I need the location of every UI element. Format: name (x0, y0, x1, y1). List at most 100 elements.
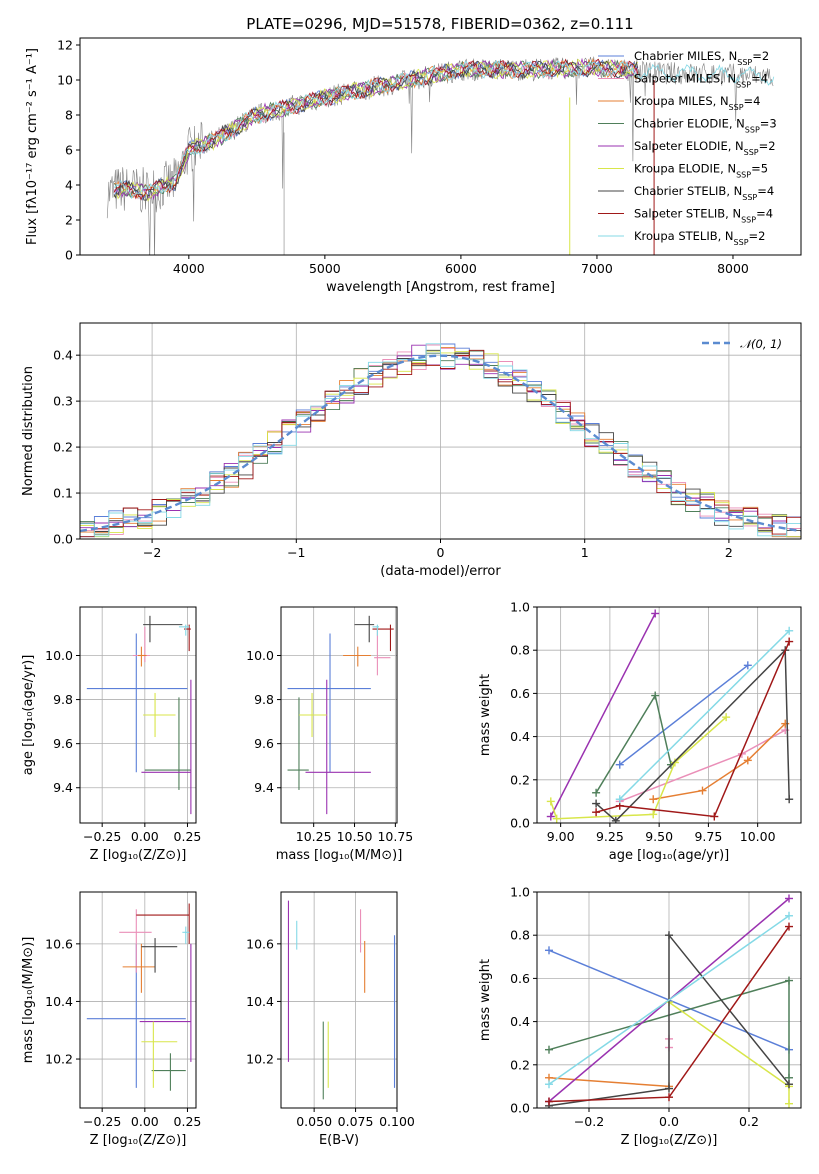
y-tick-label: 0.6 (510, 971, 530, 986)
plot-area (80, 343, 801, 538)
legend-label: Salpeter STELIB, NSSP=4 (634, 207, 773, 225)
y-tick-label: 10 (57, 73, 73, 88)
x-axis-label: wavelength [Angstrom, rest frame] (326, 280, 555, 295)
y-tick-label: 9.4 (53, 780, 73, 795)
x-tick-label: 10.00 (740, 829, 776, 844)
y-tick-label: 12 (57, 38, 73, 53)
series-line (668, 1001, 790, 1104)
y-tick-label: 4 (65, 178, 73, 193)
y-tick-label: 0 (65, 248, 73, 263)
y-tick-label: 9.8 (254, 692, 274, 707)
y-tick-label: 0.0 (53, 532, 73, 547)
figure-title: PLATE=0296, MJD=51578, FIBERID=0362, z=0… (246, 15, 633, 33)
x-tick-label: −1 (287, 545, 305, 560)
axes-frame (79, 37, 802, 256)
legend-label: 𝒩(0, 1) (740, 337, 782, 351)
y-tick-label: 0.2 (510, 1057, 530, 1072)
plot-area (86, 615, 192, 815)
y-axis-label: mass weight (478, 674, 493, 756)
y-tick-label: 1.0 (510, 885, 530, 900)
legend-label-name: Salpeter STELIB, N (634, 207, 741, 221)
x-axis-label: age [log₁₀(age/yr)] (609, 848, 730, 863)
series-line (548, 1077, 670, 1088)
y-tick-label: 10.2 (246, 1052, 274, 1067)
axes-residuals: −2 −1 0 1 2 0.0 0.1 0.2 0.3 0.4 (data-model)/error… (21, 322, 802, 579)
axes-mass_weight_vs_age: 9.00 9.25 9.50 9.75 10.00 0.0 0.2 0.4 0.6 0.8 1.0 a… (478, 600, 802, 863)
y-tick-label: 8 (65, 108, 73, 123)
legend-label-subscript: SSP (734, 238, 749, 247)
y-tick-label: 10.2 (45, 1052, 73, 1067)
legend-label-value: =3 (760, 117, 777, 131)
y-tick-label: 9.4 (254, 780, 274, 795)
legend-label-value: =4 (757, 184, 774, 198)
legend-label: Chabrier ELODIE, NSSP=3 (634, 117, 777, 135)
series-line (550, 613, 656, 817)
legend-label: Kroupa MILES, NSSP=4 (634, 94, 760, 112)
x-tick-label: −0.2 (574, 1114, 604, 1129)
y-tick-label: 0.6 (510, 686, 530, 701)
y-tick-label: 10.0 (246, 648, 274, 663)
axes-frame (79, 606, 197, 824)
axes-mass_vs_EBV: 0.050 0.075 0.100 10.2 10.4 10.6 E(B-V) (246, 891, 415, 1148)
legend-label-name: Chabrier ELODIE, N (634, 117, 745, 131)
series-line (619, 664, 749, 766)
y-tick-label: 0.4 (510, 1014, 530, 1029)
x-tick-label: 9.00 (547, 829, 575, 844)
x-tick-label: 0.0 (659, 1114, 679, 1129)
y-tick-label: 0.2 (510, 772, 530, 787)
y-tick-label: 9.6 (53, 736, 73, 751)
y-tick-label: 9.6 (254, 736, 274, 751)
x-axis-label: Z [log₁₀(Z/Z⊙)] (621, 1133, 718, 1148)
x-tick-label: 4000 (173, 261, 205, 276)
axes-frame (536, 891, 802, 1109)
axes-frame (79, 322, 802, 540)
y-axis-label: Normed distribution (21, 366, 36, 496)
x-tick-label: 0.00 (131, 829, 159, 844)
y-tick-label: 10.6 (45, 936, 73, 951)
y-tick-label: 1.0 (510, 600, 530, 615)
y-tick-label: 0.0 (510, 816, 530, 831)
legend-label-name: Salpeter ELODIE, N (634, 139, 744, 153)
y-axis-label: mass [log₁₀(M/M⊙)] (21, 937, 36, 1064)
legend-label-value: =2 (759, 139, 776, 153)
legend-label-value: =4 (751, 72, 768, 86)
x-axis-label: E(B-V) (319, 1133, 359, 1148)
legend-label-subscript: SSP (745, 125, 760, 134)
x-tick-label: 6000 (445, 261, 477, 276)
legend-label: Salpeter MILES, NSSP=4 (634, 72, 768, 90)
legend-label: Salpeter ELODIE, NSSP=2 (634, 139, 776, 157)
x-tick-label: 0.075 (338, 1114, 374, 1129)
series-line (595, 641, 790, 818)
legend-label-name: Salpeter MILES, N (634, 72, 736, 86)
x-tick-label: 7000 (581, 261, 613, 276)
axes-frame (79, 891, 197, 1109)
y-tick-label: 0.2 (53, 440, 73, 455)
data-spectrum-line (106, 56, 774, 255)
y-tick-label: 10.4 (246, 994, 274, 1009)
series-line (653, 723, 786, 800)
legend-label-value: =4 (756, 207, 773, 221)
legend-label-value: =5 (751, 162, 768, 176)
legend-label-subscript: SSP (741, 215, 756, 224)
plot-area (86, 903, 192, 1091)
x-tick-label: 8000 (717, 261, 749, 276)
y-axis-label: age [log₁₀(age/yr)] (21, 655, 36, 776)
legend-label-subscript: SSP (742, 193, 757, 202)
y-tick-label: 0.8 (510, 928, 530, 943)
y-tick-label: 2 (65, 213, 73, 228)
x-tick-label: 9.25 (596, 829, 624, 844)
series-line (548, 915, 790, 1085)
normal-curve (80, 354, 801, 533)
x-tick-label: 0.2 (739, 1114, 759, 1129)
x-tick-label: 1 (581, 545, 589, 560)
y-tick-label: 10.6 (246, 936, 274, 951)
series-line (550, 716, 727, 820)
axes-mass_vs_Z: −0.25 0.00 0.25 10.2 10.4 10.6 Z [log₁₀(Z/Z⊙)]… (21, 891, 201, 1148)
x-axis-label: mass [log₁₀(M/M⊙)] (276, 848, 403, 863)
y-tick-label: 0.8 (510, 643, 530, 658)
x-tick-label: −0.25 (83, 829, 121, 844)
series-line (595, 693, 672, 794)
plot-area (106, 56, 775, 255)
plot-area (287, 900, 396, 1100)
